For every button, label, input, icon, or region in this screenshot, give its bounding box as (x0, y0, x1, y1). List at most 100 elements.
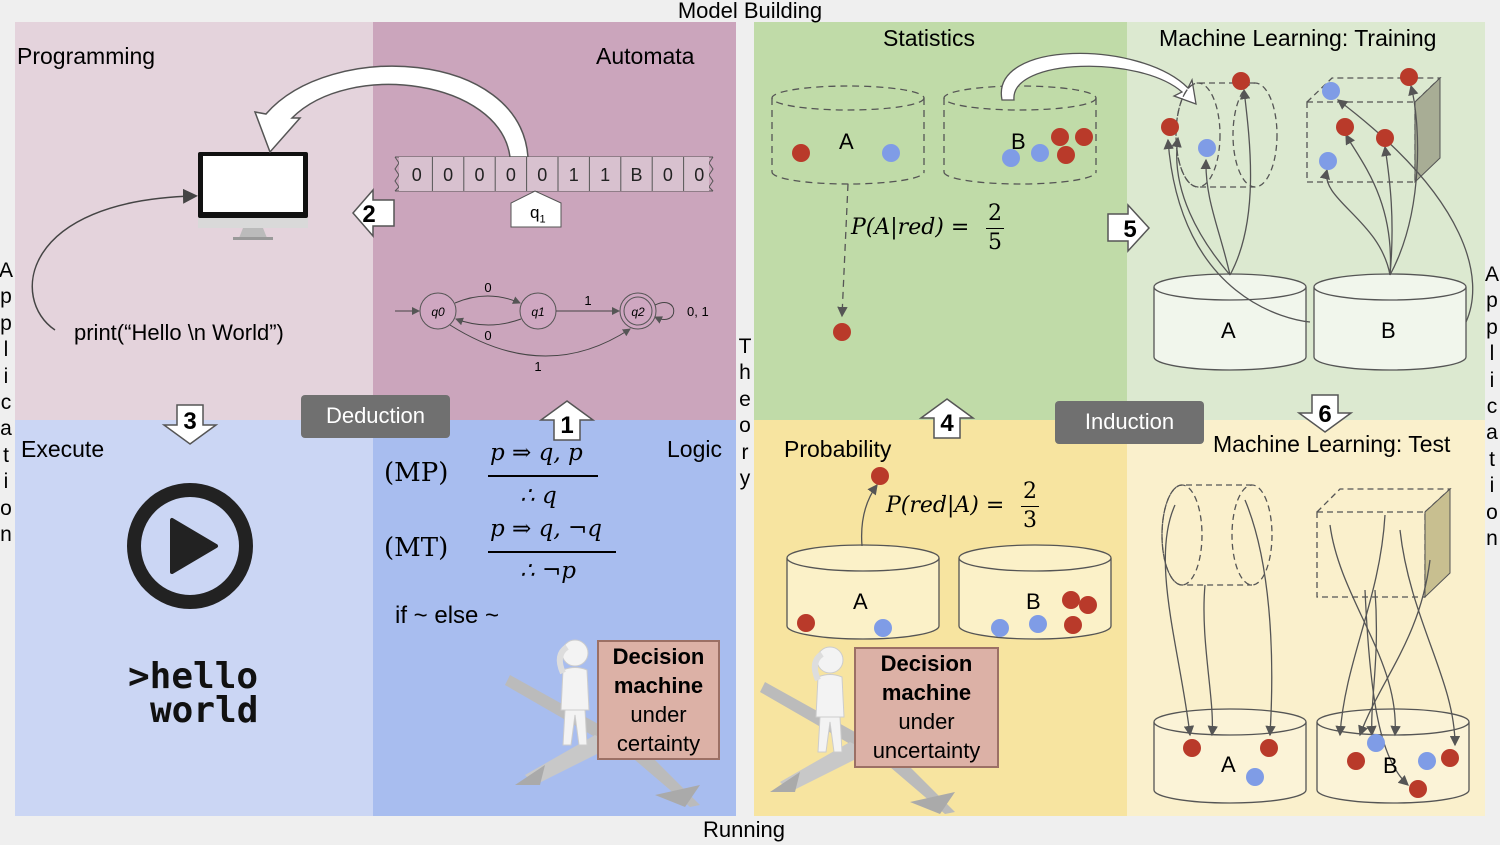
transition-label: 0 (484, 328, 491, 343)
prob-formula-fraction: 2 3 (1021, 479, 1039, 533)
blue-ball (1002, 149, 1020, 167)
step-2: 2 (362, 201, 375, 228)
step-3: 3 (183, 408, 196, 435)
blue-ball (874, 619, 892, 637)
transition-label: 0 (484, 280, 491, 295)
stat-formula: P(A|red) = (851, 215, 970, 240)
red-ball (1347, 752, 1365, 770)
decision-uncertainty-box: Decision machine under uncertainty (854, 647, 999, 768)
tape-cell: B (630, 165, 642, 185)
red-ball (1075, 128, 1093, 146)
decision-certainty-box: Decision machine under certainty (597, 640, 720, 760)
automata-title: Automata (596, 43, 695, 69)
blue-ball (882, 144, 900, 162)
red-ball (871, 467, 889, 485)
red-ball (1441, 749, 1459, 767)
mp-conclusion: ∴ q (520, 483, 557, 509)
tape-cell: 0 (443, 165, 453, 185)
stat-formula-fraction: 2 5 (986, 201, 1004, 255)
prob-label-b: B (1026, 589, 1041, 614)
mt-conclusion: ∴ ¬p (520, 558, 576, 584)
step-5: 5 (1123, 216, 1136, 243)
mt-rule-line (488, 551, 616, 553)
blue-ball (991, 619, 1009, 637)
tape-cell: 0 (663, 165, 673, 185)
blue-ball (1198, 139, 1216, 157)
transition-label: 0, 1 (687, 304, 709, 319)
tape-cell: 0 (474, 165, 484, 185)
state-diagram: q0 q1 q2 0 0 1 1 0, 1 (395, 280, 709, 374)
play-icon (127, 483, 253, 609)
tape-cell: 1 (569, 165, 579, 185)
red-ball (1057, 146, 1075, 164)
deduction-badge: Deduction (301, 395, 450, 438)
bottom-edge-label: Running (703, 817, 785, 842)
red-ball (833, 323, 851, 341)
red-ball (1161, 118, 1179, 136)
programming-title: Programming (17, 43, 156, 69)
blue-ball (1319, 152, 1337, 170)
monitor-icon (198, 152, 308, 240)
stat-label-a: A (839, 129, 854, 154)
logic-title: Logic (667, 436, 722, 462)
train-label-a: A (1221, 318, 1236, 343)
blue-ball (1322, 82, 1340, 100)
step-1: 1 (560, 412, 573, 439)
red-ball (1064, 616, 1082, 634)
red-ball (792, 144, 810, 162)
ml-test-title: Machine Learning: Test (1213, 431, 1451, 457)
transition-label: 1 (534, 359, 541, 374)
prob-formula: P(red|A) = (886, 493, 1005, 518)
tape-cell: 1 (600, 165, 610, 185)
tape-cell: 0 (506, 165, 516, 185)
red-ball (1062, 591, 1080, 609)
step-6: 6 (1318, 401, 1331, 428)
tape-cell: 0 (537, 165, 547, 185)
probability-title: Probability (784, 436, 892, 462)
tape-head-label: q1 (530, 203, 546, 226)
test-label-a: A (1221, 752, 1236, 777)
red-ball (1183, 739, 1201, 757)
tape-cell: 0 (412, 165, 422, 185)
red-ball (797, 614, 815, 632)
blue-ball (1418, 752, 1436, 770)
red-ball (1336, 118, 1354, 136)
mp-label: (MP) (384, 458, 449, 488)
mt-label: (MT) (384, 533, 449, 563)
stat-label-b: B (1011, 129, 1026, 154)
red-ball (1051, 128, 1069, 146)
induction-badge: Induction (1055, 401, 1204, 444)
print-code: print(“Hello \n World”) (74, 320, 284, 345)
tape-cell: 0 (694, 165, 704, 185)
red-ball (1232, 72, 1250, 90)
ml-training-title: Machine Learning: Training (1159, 25, 1437, 51)
blue-ball (1246, 768, 1264, 786)
red-ball (1079, 596, 1097, 614)
train-label-b: B (1381, 318, 1396, 343)
red-ball (1409, 780, 1427, 798)
blue-ball (1031, 144, 1049, 162)
mt-premise: p ⇒ q, ¬q (490, 516, 602, 542)
mp-rule-line (488, 475, 598, 477)
red-ball (1260, 739, 1278, 757)
state-q2: q2 (631, 305, 645, 319)
prob-label-a: A (853, 589, 868, 614)
terminal-output: >hello world (128, 656, 259, 731)
state-q1: q1 (531, 305, 544, 319)
transition-label: 1 (584, 293, 591, 308)
blue-ball (1367, 734, 1385, 752)
execute-title: Execute (21, 436, 105, 462)
state-q0: q0 (431, 305, 445, 319)
red-ball (1400, 68, 1418, 86)
